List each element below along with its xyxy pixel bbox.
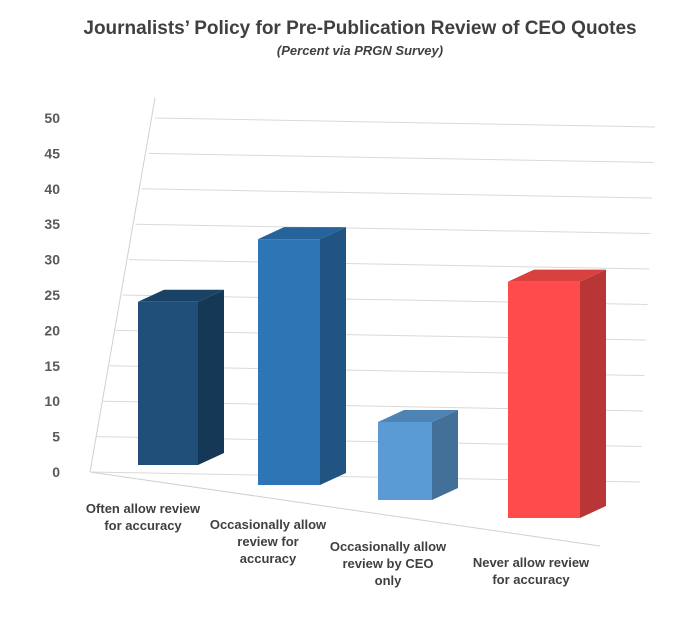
bar-side (432, 410, 458, 500)
bar-front (138, 301, 198, 465)
x-tick-label: Occasionally allow review for accuracy (209, 517, 327, 566)
y-tick-label: 50 (44, 110, 60, 126)
bar-top (508, 269, 606, 282)
chart-title: Journalists’ Policy for Pre-Publication … (83, 18, 636, 39)
grid-line (141, 188, 653, 199)
y-tick-label: 20 (44, 322, 60, 338)
bar-side (198, 289, 224, 465)
bar-top (258, 227, 346, 240)
x-tick-label: Occasionally allow review by CEO only (329, 539, 447, 588)
y-tick-label: 15 (44, 358, 60, 374)
grid-line (154, 117, 656, 128)
x-tick-label: Never allow review for accuracy (472, 555, 590, 587)
bar (508, 269, 606, 518)
y-tick-label: 5 (52, 429, 60, 445)
y-tick-label: 40 (44, 181, 60, 197)
bar (138, 289, 224, 465)
y-tick-label: 0 (52, 464, 60, 480)
bar (258, 227, 346, 485)
y-tick-label: 25 (44, 287, 60, 303)
x-tick-label: Often allow review for accuracy (85, 501, 201, 533)
wall-edge (89, 97, 156, 473)
bar-front (258, 239, 320, 485)
y-tick-label: 30 (44, 252, 60, 268)
bar-front (508, 281, 580, 518)
y-tick-label: 45 (44, 145, 60, 161)
bar-top (378, 410, 458, 422)
bar-side (580, 269, 606, 518)
grid-line (128, 259, 650, 270)
grid-line (148, 152, 654, 163)
chart-subtitle: (Percent via PRGN Survey) (277, 43, 443, 58)
bar (378, 410, 458, 500)
bar-front (378, 422, 432, 500)
y-tick-label: 35 (44, 216, 60, 232)
bar-top (138, 289, 224, 302)
floor-edge (89, 471, 601, 547)
grid-line (135, 223, 651, 234)
bar-side (320, 227, 346, 485)
y-tick-label: 10 (44, 393, 60, 409)
